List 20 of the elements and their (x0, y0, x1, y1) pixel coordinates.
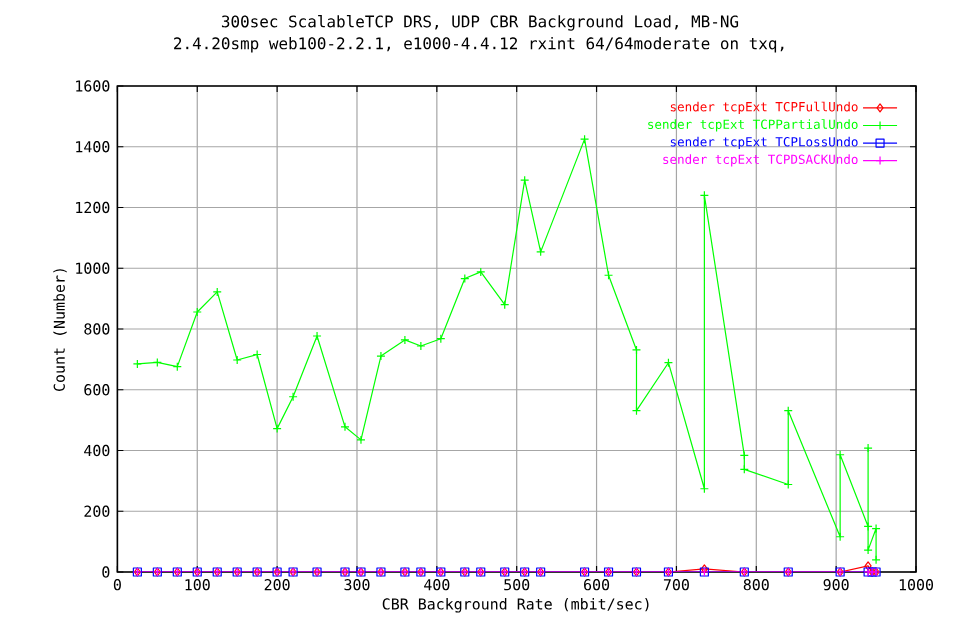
point (312, 331, 322, 341)
point (476, 267, 486, 277)
point (212, 287, 222, 297)
point (272, 424, 282, 434)
point (863, 521, 873, 532)
point (376, 351, 386, 361)
point (416, 341, 426, 351)
point (863, 443, 873, 453)
point (580, 134, 590, 144)
point (356, 435, 366, 445)
point (288, 392, 298, 402)
point (871, 523, 881, 534)
point (340, 422, 350, 432)
point (835, 532, 845, 542)
point (631, 345, 642, 355)
point (400, 335, 410, 345)
point (863, 545, 873, 555)
point (192, 307, 202, 317)
point (835, 450, 845, 460)
point (232, 355, 242, 365)
